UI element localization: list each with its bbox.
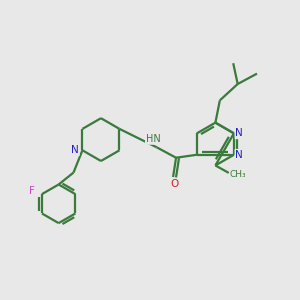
Text: N: N bbox=[236, 128, 243, 138]
Text: CH₃: CH₃ bbox=[230, 170, 247, 179]
Text: O: O bbox=[170, 178, 179, 189]
Text: N: N bbox=[71, 145, 79, 155]
Text: F: F bbox=[29, 186, 35, 196]
Text: HN: HN bbox=[146, 134, 160, 144]
Text: N: N bbox=[236, 150, 243, 160]
